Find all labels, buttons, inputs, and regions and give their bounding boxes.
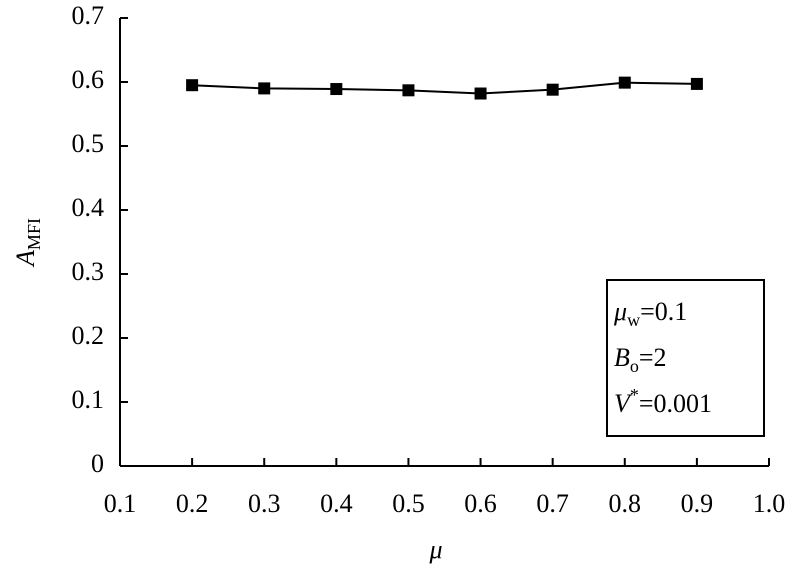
marker [690, 77, 703, 90]
annotation-line: Bo=2 [614, 343, 667, 376]
annotation-sub: w [627, 310, 640, 330]
annotation-symbol: V [614, 389, 633, 418]
x-tick-label: 0.7 [536, 489, 569, 518]
annotation-sup: * [630, 385, 639, 405]
y-tick-label: 0.7 [72, 1, 105, 30]
series-line [192, 81, 697, 95]
x-tick-label: 0.4 [320, 489, 353, 518]
annotation-line: μw=0.1 [613, 297, 687, 330]
marker [474, 87, 487, 100]
x-axis-label: μ [428, 535, 442, 564]
x-tick-label: 0.2 [176, 489, 209, 518]
annotation-value: =0.1 [640, 297, 687, 326]
marker [186, 79, 199, 92]
x-tick-label: 1.0 [753, 489, 786, 518]
annotation-symbol: μ [613, 297, 627, 326]
annotation-symbol: B [614, 343, 630, 372]
marker [546, 83, 559, 96]
x-tick-label: 0.1 [104, 489, 137, 518]
annotation-box [606, 279, 765, 437]
x-tick-label: 0.6 [464, 489, 497, 518]
x-tick-label: 0.9 [681, 489, 714, 518]
y-tick-label: 0.1 [72, 385, 105, 414]
annotation-value: =0.001 [639, 389, 712, 418]
y-axis-label: AMFI [11, 218, 44, 268]
annotation-line: V*=0.001 [614, 385, 712, 418]
y-tick-label: 0 [91, 449, 104, 478]
marker [402, 84, 415, 97]
annotation: μw=0.1Bo=2V*=0.001 [613, 297, 712, 418]
y-tick-label: 0.2 [72, 321, 105, 350]
y-tick-label: 0.3 [72, 257, 105, 286]
x-tick-label: 0.3 [248, 489, 281, 518]
y-label-symbol: A [11, 250, 40, 268]
x-tick-label: 0.8 [609, 489, 642, 518]
annotation-value: =2 [639, 343, 667, 372]
y-tick-label: 0.4 [72, 193, 105, 222]
y-label-sub: MFI [24, 218, 44, 250]
marker [330, 83, 343, 96]
marker [618, 76, 631, 89]
y-tick-label: 0.5 [72, 129, 105, 158]
x-tick-label: 0.5 [392, 489, 425, 518]
marker [258, 82, 271, 95]
y-tick-label: 0.6 [72, 65, 105, 94]
annotation-sub: o [630, 356, 639, 376]
